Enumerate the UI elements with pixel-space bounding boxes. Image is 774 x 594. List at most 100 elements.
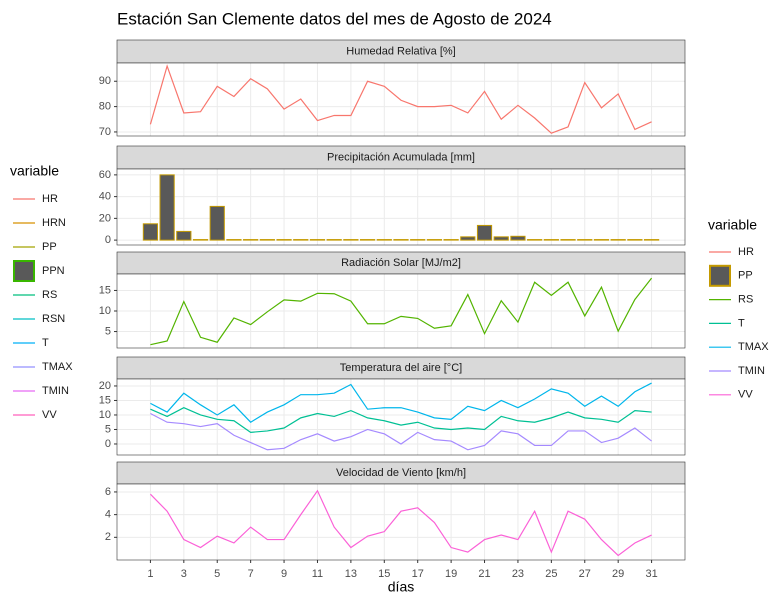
bar [410,239,426,241]
bar [577,239,593,241]
y-tick-label: 0 [105,438,111,450]
bar [142,223,159,241]
y-tick-label: 70 [99,126,111,138]
line [149,64,652,134]
legend-title: variable [10,163,59,179]
bar [259,239,275,241]
bar [443,239,459,241]
line [150,277,653,346]
bar [326,239,342,241]
x-tick-label: 31 [645,568,657,580]
legend-label: TMAX [738,341,769,353]
x-tick-label: 5 [214,568,220,580]
x-tick-label: 1 [147,568,153,580]
panel [117,379,685,455]
bar [426,239,443,241]
bar [159,174,175,241]
panel [117,169,685,245]
bar [527,239,543,241]
x-tick-label: 7 [248,568,254,580]
legend-label: T [738,317,745,329]
bar [510,235,526,241]
legend-label: T [42,337,49,349]
x-tick-label: 15 [378,568,390,580]
bar [610,239,626,241]
legend-label: RS [738,294,753,306]
bar [543,239,559,241]
bar [309,239,326,241]
legend-label: PP [738,270,753,282]
panel-border [116,168,686,246]
legend-key [13,260,35,282]
legend-label: HR [42,193,58,205]
bar [343,239,359,241]
legend-label: PPN [42,265,65,277]
y-tick-label: 15 [99,394,111,406]
x-tick-label: 23 [512,568,524,580]
legend-label: TMAX [42,361,73,373]
x-tick-label: 13 [345,568,357,580]
bar [560,239,576,241]
panel-title: Temperatura del aire [°C] [340,362,462,374]
y-tick-label: 15 [99,284,111,296]
line [150,407,652,433]
x-tick-label: 9 [281,568,287,580]
y-tick-label: 80 [99,101,111,113]
line [150,382,652,423]
bar [476,224,493,241]
legend-label: TMIN [42,385,69,397]
legend-label: VV [738,389,753,401]
legend-label: TMIN [738,365,765,377]
line [149,489,652,557]
y-tick-label: 6 [105,486,111,498]
x-tick-label: 21 [478,568,490,580]
x-tick-label: 29 [612,568,624,580]
panel-border [116,273,686,349]
y-tick-label: 40 [99,191,111,203]
panel-title: Humedad Relativa [%] [346,45,455,57]
bar [359,239,376,241]
y-tick-label: 2 [105,531,111,543]
chart-title: Estación San Clemente datos del mes de A… [117,9,552,28]
panel-title: Radiación Solar [MJ/m2] [341,257,461,269]
y-tick-label: 20 [99,380,111,392]
bar [593,239,610,241]
bar [493,236,509,241]
panel-border [116,378,686,456]
x-tick-label: 25 [545,568,557,580]
panel-border [116,62,686,137]
panel-title: Velocidad de Viento [km/h] [336,467,466,479]
line [150,412,652,451]
bar [209,205,225,241]
bar [192,239,209,241]
y-tick-label: 90 [99,75,111,87]
legend-label: PP [42,241,57,253]
x-tick-label: 17 [412,568,424,580]
y-tick-label: 60 [99,169,111,181]
bar [293,239,309,241]
y-tick-label: 10 [99,409,111,421]
bar [393,239,409,241]
x-tick-label: 19 [445,568,457,580]
bar [176,230,192,241]
bar [376,239,392,241]
x-tick-label: 27 [579,568,591,580]
x-axis-label: días [388,579,414,594]
legend-label: HR [738,246,754,258]
bar [276,239,292,241]
legend-label: RS [42,289,57,301]
legend-label: RSN [42,313,65,325]
legend-label: HRN [42,217,66,229]
y-tick-label: 0 [105,234,111,246]
y-tick-label: 20 [99,212,111,224]
bar [243,239,259,241]
legend-label: VV [42,409,57,421]
y-tick-label: 4 [105,509,111,521]
bar [643,239,660,241]
x-tick-label: 3 [181,568,187,580]
y-tick-label: 5 [105,423,111,435]
panel-title: Precipitación Acumulada [mm] [327,151,475,163]
legend-key [709,264,731,287]
bar [627,239,643,241]
